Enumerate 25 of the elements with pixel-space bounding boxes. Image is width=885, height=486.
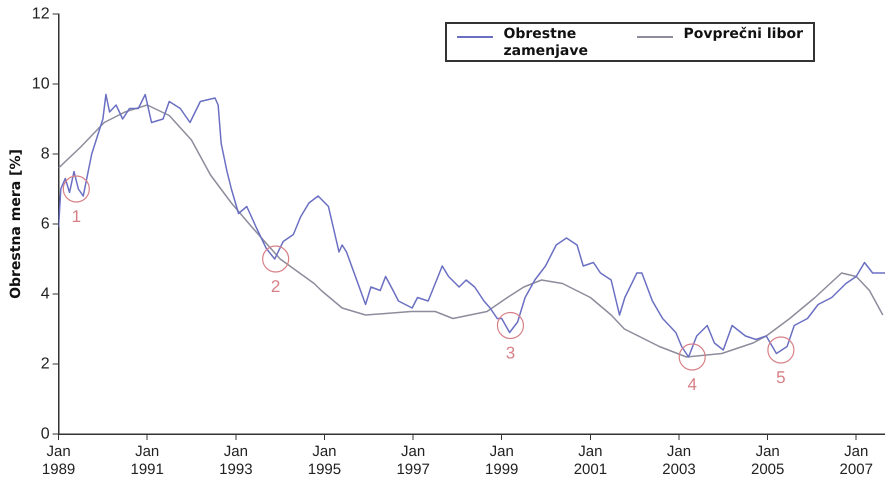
y-tick-label: 8 [40, 145, 50, 162]
x-tick-label: Jan 1995 [308, 443, 342, 478]
x-tick-label: Jan 1997 [396, 443, 430, 478]
y-tick-label: 12 [32, 5, 50, 22]
x-tick-label: Jan 1991 [130, 443, 164, 478]
y-tick-label: 2 [40, 355, 50, 372]
y-axis-title: Obrestna mera [%] [8, 149, 24, 299]
y-tick-label: 6 [40, 215, 50, 232]
x-tick-label: Jan 1989 [42, 443, 76, 478]
y-tick-label: 4 [40, 285, 50, 302]
annotation: 1 [72, 207, 82, 226]
annotation: 2 [270, 277, 280, 296]
annotation: 4 [687, 375, 697, 394]
y-tick-label: 0 [40, 425, 50, 442]
x-tick-label: Jan 1993 [219, 443, 253, 478]
y-tick-label: 10 [32, 75, 50, 92]
annotation: 3 [506, 344, 516, 363]
x-tick-label: Jan 2005 [750, 443, 784, 478]
legend-label: Povprečni libor [683, 26, 803, 43]
x-tick-label: Jan 2007 [840, 443, 873, 478]
annotation: 5 [776, 368, 786, 388]
x-tick-label: Jan 2001 [574, 443, 608, 478]
legend-label: Obrestne zamenjave [503, 26, 589, 60]
x-tick-label: Jan 2003 [662, 443, 696, 478]
x-tick-label: Jan 1999 [485, 443, 518, 478]
